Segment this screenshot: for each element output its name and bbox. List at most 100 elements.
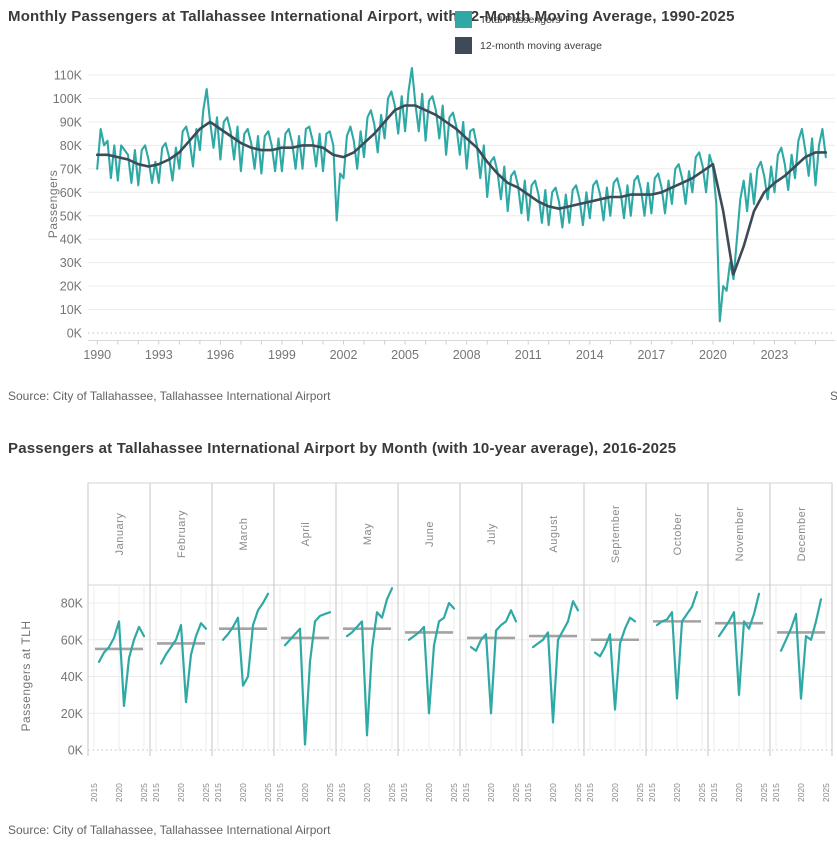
panel-month-label: December: [796, 507, 808, 562]
panel-month-label: October: [672, 513, 684, 556]
x-tick-label: 1993: [145, 348, 173, 362]
panel-series-line: [469, 609, 518, 715]
by-month-small-multiples-chart: 0K 20K 40K 60K 80K Passengers at TLH 2015 2020 2…: [19, 482, 833, 802]
legend-item-moving-average: 12-month moving average: [455, 37, 602, 54]
x-tick-label: 2020: [424, 783, 434, 802]
y-tick-label: 110K: [54, 69, 83, 83]
panel-month-label: November: [734, 507, 746, 562]
x-tick-label: 2025: [821, 783, 831, 802]
x-tick-label: 2011: [515, 348, 542, 362]
total-passengers-swatch: [455, 11, 472, 28]
x-tick-label: 2015: [461, 783, 471, 802]
y-tick-label: 20K: [61, 707, 84, 721]
panel-month-label: March: [238, 517, 250, 550]
panel-series-line: [655, 590, 699, 700]
x-tick-label: 2020: [114, 783, 124, 802]
x-tick-label: 2015: [337, 783, 347, 802]
x-tick-label: 2014: [576, 348, 604, 362]
y-tick-label: 10K: [60, 303, 83, 317]
legend-item-total: Total Passengers: [455, 11, 602, 28]
x-tick-label: 1996: [206, 348, 234, 362]
panel-series-line: [97, 620, 146, 707]
legend-item-label: Total Passengers: [480, 13, 561, 26]
x-tick-label: 2020: [610, 783, 620, 802]
y-tick-label: 60K: [61, 633, 84, 647]
y-tick-label: 60K: [60, 186, 83, 200]
panel-month-label: May: [362, 523, 374, 545]
x-tick-label: 1999: [268, 348, 296, 362]
x-tick-label: 2023: [761, 348, 789, 362]
x-tick-label: 2025: [201, 783, 211, 802]
panel-series-line: [221, 592, 270, 687]
y-tick-label: 80K: [61, 597, 84, 611]
x-tick-label: 2025: [635, 783, 645, 802]
x-tick-label: 2015: [585, 783, 595, 802]
y-tick-label: 100K: [53, 92, 83, 106]
x-tick-label: 2025: [263, 783, 273, 802]
panel-series-line: [159, 622, 208, 704]
x-tick-label: 2020: [548, 783, 558, 802]
y-tick-label: 40K: [60, 233, 83, 247]
panel-month-label: February: [176, 510, 188, 558]
x-tick-label: 2015: [399, 783, 409, 802]
moving-average-line: [95, 104, 828, 276]
panel-series-line: [531, 600, 580, 724]
x-tick-label: 2025: [139, 783, 149, 802]
y-tick-label: 70K: [60, 162, 83, 176]
x-tick-label: 2025: [449, 783, 459, 802]
panel-month-label: September: [610, 505, 622, 563]
x-tick-label: 2015: [213, 783, 223, 802]
x-tick-label: 2020: [734, 783, 744, 802]
x-tick-label: 2025: [573, 783, 583, 802]
x-tick-label: 2025: [759, 783, 769, 802]
clipped-source-text: S: [830, 389, 837, 403]
y-tick-label: 0K: [67, 327, 83, 341]
x-tick-label: 2025: [387, 783, 397, 802]
x-tick-label: 2025: [697, 783, 707, 802]
y-tick-label: 40K: [61, 670, 84, 684]
y-tick-label: 0K: [68, 744, 84, 758]
y-tick-label: 50K: [60, 209, 83, 223]
x-tick-label: 2020: [672, 783, 682, 802]
y-tick-label: 30K: [60, 256, 83, 270]
panel-series-line: [345, 587, 394, 737]
x-tick-label: 2020: [300, 783, 310, 802]
x-tick-label: 2015: [771, 783, 781, 802]
x-tick-label: 2020: [238, 783, 248, 802]
y-tick-label: 90K: [60, 115, 83, 129]
top-chart-title: Monthly Passengers at Tallahassee Intern…: [8, 8, 735, 25]
x-tick-label: 2025: [325, 783, 335, 802]
panel-month-label: January: [114, 513, 126, 556]
panel-series-line: [717, 592, 761, 696]
x-tick-label: 2015: [275, 783, 285, 802]
panel-series-line: [283, 611, 332, 746]
legend-item-label: 12-month moving average: [480, 39, 602, 52]
x-tick-label: 1990: [83, 348, 111, 362]
legend: Total Passengers 12-month moving average: [455, 11, 602, 54]
x-tick-label: 2005: [391, 348, 419, 362]
x-tick-label: 2015: [647, 783, 657, 802]
x-tick-label: 2002: [330, 348, 358, 362]
x-tick-label: 2015: [709, 783, 719, 802]
x-tick-label: 2020: [796, 783, 806, 802]
panel-series-line: [593, 616, 637, 711]
x-tick-label: 2020: [362, 783, 372, 802]
panel-month-label: August: [548, 515, 560, 552]
monthly-passengers-chart: 0K 10K 20K 30K 40K 50K 60K 70K 80K 90K 100K 110K 199…: [46, 66, 835, 362]
x-tick-label: 2015: [523, 783, 533, 802]
panel-month-label: April: [300, 522, 312, 547]
panel-series-line: [779, 598, 823, 700]
panel-series-line: [407, 601, 456, 715]
y-tick-label: 20K: [60, 280, 83, 294]
x-tick-label: 2025: [511, 783, 521, 802]
y-axis-title: Passengers at TLH: [19, 621, 33, 732]
x-tick-label: 2017: [637, 348, 665, 362]
x-tick-label: 2020: [486, 783, 496, 802]
x-tick-label: 2015: [151, 783, 161, 802]
top-source-note: Source: City of Tallahassee, Tallahassee…: [8, 389, 331, 403]
moving-average-swatch: [455, 37, 472, 54]
x-tick-label: 2008: [453, 348, 481, 362]
bottom-source-note: Source: City of Tallahassee, Tallahassee…: [8, 823, 331, 837]
panel-month-label: July: [486, 523, 498, 545]
bottom-chart-title: Passengers at Tallahassee International …: [8, 440, 677, 457]
